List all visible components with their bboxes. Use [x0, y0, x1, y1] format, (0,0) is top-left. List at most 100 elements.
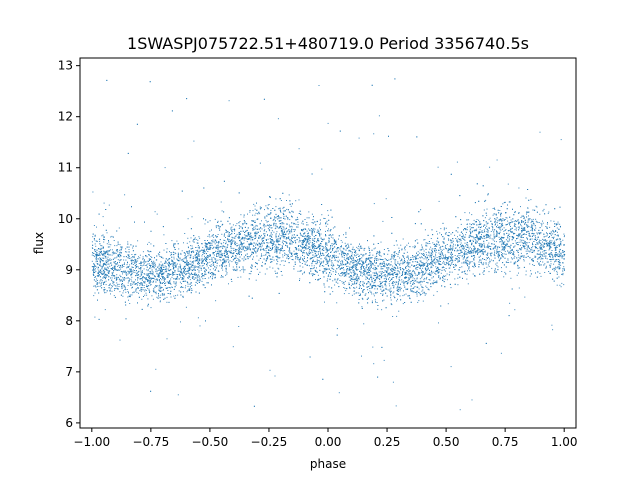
data-point [93, 264, 95, 266]
data-point [295, 219, 297, 221]
data-point [196, 277, 198, 279]
data-point [560, 252, 562, 254]
data-point [134, 270, 135, 271]
data-point [497, 251, 499, 252]
data-point [247, 232, 249, 234]
data-point [147, 250, 149, 252]
data-point [146, 273, 148, 275]
data-point [558, 253, 560, 255]
data-point [301, 263, 303, 264]
data-point [263, 240, 264, 241]
data-point [313, 231, 315, 233]
data-point [540, 275, 542, 277]
data-point [117, 269, 119, 271]
data-point [555, 253, 557, 255]
data-point [217, 253, 219, 254]
data-point [504, 250, 506, 252]
data-point [239, 246, 241, 248]
data-point [402, 255, 403, 257]
data-point [527, 247, 529, 249]
data-point [266, 207, 268, 209]
data-point [100, 265, 102, 267]
data-point [299, 260, 301, 262]
data-point [459, 255, 461, 256]
data-point [95, 256, 97, 258]
data-point [486, 208, 488, 210]
data-point [221, 276, 223, 278]
data-point [548, 243, 549, 245]
data-point [159, 284, 161, 286]
data-point [279, 244, 281, 246]
data-point [387, 267, 389, 269]
data-point [146, 275, 148, 276]
data-point [425, 252, 427, 254]
data-point [107, 251, 109, 253]
data-point [101, 257, 103, 259]
data-point [107, 260, 109, 262]
data-point [501, 238, 502, 240]
data-point [554, 269, 556, 271]
data-point [336, 260, 338, 262]
data-point [189, 260, 191, 262]
data-point [421, 253, 423, 254]
data-point [421, 257, 423, 259]
data-point [471, 214, 473, 216]
data-point [508, 246, 510, 247]
data-point [244, 222, 246, 224]
data-point [346, 265, 347, 267]
data-point [469, 235, 471, 237]
data-point [365, 253, 367, 255]
data-point [408, 271, 409, 273]
data-point [368, 275, 370, 276]
data-point [311, 238, 313, 240]
data-point [263, 230, 265, 232]
data-point [109, 290, 111, 292]
data-point [239, 221, 241, 222]
data-point [109, 260, 111, 261]
data-point [356, 286, 358, 288]
data-point [176, 240, 178, 242]
data-point [440, 272, 442, 274]
data-point [423, 239, 425, 241]
data-point [342, 282, 344, 284]
data-point [255, 251, 257, 253]
data-point [292, 255, 293, 257]
data-point [127, 296, 129, 298]
data-point [421, 271, 423, 273]
data-point [345, 290, 347, 292]
data-point [167, 268, 169, 270]
data-point [220, 242, 222, 244]
data-point [95, 240, 97, 242]
data-point [433, 248, 435, 250]
data-point [532, 245, 534, 247]
data-point [397, 268, 399, 269]
data-point [137, 240, 139, 242]
data-point [427, 265, 429, 267]
data-point [474, 239, 476, 240]
data-point [416, 274, 418, 276]
data-point [480, 246, 482, 248]
data-point [443, 275, 444, 277]
data-point [414, 261, 416, 263]
data-point [334, 259, 336, 261]
data-point [159, 269, 161, 271]
data-point [92, 248, 94, 249]
data-point [466, 260, 468, 262]
data-point [177, 259, 179, 261]
data-point [343, 293, 345, 295]
data-point [143, 282, 145, 284]
data-point [274, 251, 276, 253]
data-point [470, 261, 472, 263]
data-point [425, 262, 427, 264]
data-point [144, 273, 146, 275]
data-point [452, 240, 454, 242]
data-point [325, 246, 326, 248]
data-point [414, 292, 416, 293]
data-point [520, 256, 522, 258]
data-point [209, 259, 211, 260]
data-point [315, 263, 317, 265]
data-point [461, 266, 463, 268]
data-point [263, 236, 265, 238]
data-point [528, 242, 530, 243]
data-point [426, 245, 428, 247]
